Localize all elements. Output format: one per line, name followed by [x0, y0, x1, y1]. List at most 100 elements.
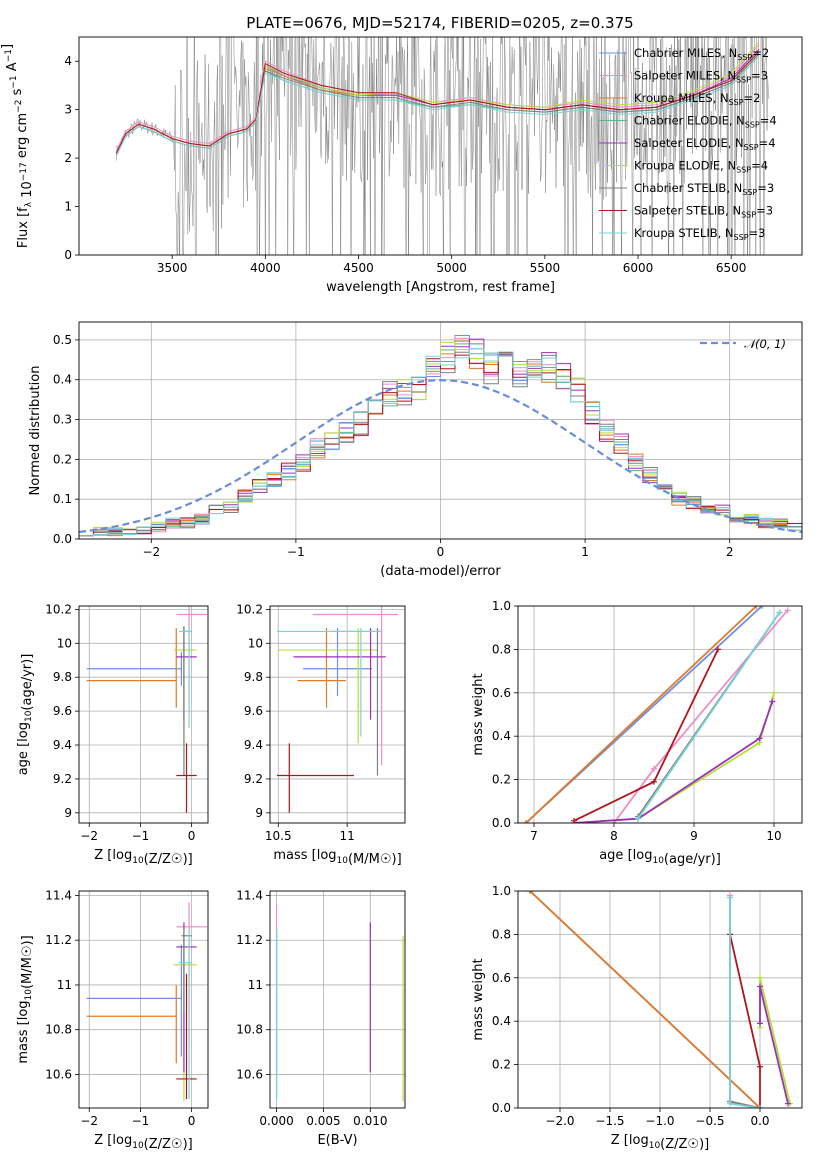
label-part: age [ [599, 848, 632, 863]
x-tick-label: 6500 [716, 261, 747, 275]
label-part: 10 [652, 856, 664, 866]
x-tick-label: 0 [188, 1114, 196, 1128]
legend-count: =3 [749, 226, 766, 240]
x-tick-label: −1.0 [645, 1114, 674, 1128]
y-tick-label: 9.2 [53, 772, 72, 786]
weight-marker-kroupa-miles [753, 606, 760, 609]
y-tick-label: 0.0 [53, 532, 72, 546]
y-tick-label: 10 [248, 636, 263, 650]
y-tick-label: 10.2 [45, 602, 72, 616]
plot-area-age_vs_Z [79, 606, 208, 823]
legend-sub: SSP [745, 121, 760, 130]
y-tick-label: 10.2 [236, 602, 263, 616]
y-axis-label: mass weight [471, 958, 486, 1040]
legend-entry: Salpeter ELODIE, NSSP=4 [634, 136, 776, 152]
weight-line-kroupa-miles [525, 606, 758, 823]
x-tick-label: 7 [530, 829, 538, 843]
x-tick-label: 10.5 [265, 829, 292, 843]
y-tick-label: 10.8 [236, 1023, 263, 1037]
y-axis-label: age [log10(age/yr)] [16, 654, 35, 776]
x-tick-label: −2 [142, 545, 160, 559]
x-tick-label: 0 [188, 829, 196, 843]
label-part: 10 [132, 856, 144, 866]
legend-sub: SSP [734, 233, 749, 242]
weight-marker-salpeter-elodie [757, 983, 763, 990]
label-part: 10 [24, 710, 34, 722]
y-tick-label: 10.6 [236, 1067, 263, 1081]
weight-line-kroupa-miles [529, 891, 761, 1108]
weight-marker-kroupa-elodie [771, 689, 777, 696]
y-tick-label: 0.6 [492, 971, 511, 985]
plot-area-residuals [79, 322, 802, 539]
label-part: log [317, 848, 337, 863]
weight-line-kroupa-elodie [759, 977, 791, 1104]
label-part: (Z/Z☉)] [144, 1137, 193, 1152]
weight-marker-salpeter-stelib [715, 646, 721, 653]
model-line-kroupa-stelib [115, 56, 760, 156]
label-part: mass weight [471, 958, 486, 1040]
legend-count: =3 [751, 69, 768, 83]
weight-marker-kroupa-stelib [727, 894, 733, 901]
y-tick-label: 11 [248, 978, 263, 992]
x-axis-label: (data-model)/error [380, 564, 501, 579]
weight-marker-kroupa-stelib [776, 609, 783, 616]
x-tick-label: −1.5 [595, 1114, 624, 1128]
y-tick-label: 11.4 [45, 888, 72, 902]
x-tick-label: 0.010 [353, 1114, 387, 1128]
legend-sub: SSP [742, 188, 757, 197]
plot-area-mass_weight_vs_Z [518, 891, 802, 1108]
y-tick-label: 9.6 [244, 704, 263, 718]
x-tick-label: −1 [132, 1114, 150, 1128]
grid-mass_weight_vs_age [518, 606, 802, 823]
label-part: s [10, 88, 25, 99]
plot-area-mass_vs_ebv [270, 891, 405, 1108]
axes-frame [269, 890, 406, 1109]
weight-marker-chabrier-miles [759, 606, 765, 609]
weight-line-kroupa-elodie [573, 692, 775, 823]
y-tick-label: 9 [64, 806, 72, 820]
legend: Chabrier MILES, NSSP=2 Salpeter MILES, NS… [599, 46, 777, 242]
model-line-salpeter-stelib [115, 51, 760, 154]
plot-area-age_vs_mass [270, 606, 405, 823]
label-part: mass [ [16, 1020, 31, 1063]
label-part: (M/M☉)] [20, 935, 35, 989]
y-tick-label: 11 [57, 978, 72, 992]
label-part: mass weight [471, 673, 486, 755]
x-tick-label: −0.5 [695, 1114, 724, 1128]
y-tick-label: 0 [64, 248, 72, 262]
weight-line-salpeter-elodie [759, 986, 789, 1104]
label-part: log [16, 1000, 31, 1020]
label-part: mass [ [273, 848, 316, 863]
data-spectrum-line [116, 37, 769, 255]
weight-marker-salpeter-stelib [651, 778, 657, 785]
label-part: Z [ [94, 848, 112, 863]
y-tick-label: 0.8 [492, 642, 511, 656]
axes-frame [78, 36, 803, 256]
label-part: Z [ [94, 1133, 112, 1148]
y-tick-label: 0.3 [53, 413, 72, 427]
label-part: 10 [337, 856, 349, 866]
x-axis-label: mass [log10(M/M☉)] [273, 848, 401, 867]
weight-marker-kroupa-elodie [757, 974, 763, 981]
legend-entry: Kroupa STELIB, NSSP=3 [634, 226, 765, 242]
label-part: log [112, 1133, 132, 1148]
weight-marker-kroupa-stelib [635, 815, 641, 822]
label-part: log [633, 848, 653, 863]
y-tick-label: 0.2 [492, 773, 511, 787]
y-axis-label: Flux [fλ 10−17 erg cm−2 s−1 A−1] [0, 44, 35, 248]
y-tick-label: 9.4 [53, 738, 72, 752]
y-tick-label: 1 [64, 200, 72, 214]
label-part: A [5, 62, 20, 75]
x-tick-label: −2.0 [545, 1114, 574, 1128]
panel-residuals: −2 −1 0 1 2 0.0 0.1 0.2 0.3 0.4 0.5 (data-model)/er… [28, 321, 803, 579]
legend-sub: SSP [736, 166, 751, 175]
weight-line-salpeter-elodie [573, 701, 774, 823]
y-tick-label: 1.0 [492, 599, 511, 613]
legend-count: =2 [752, 46, 769, 60]
x-tick-label: −2 [80, 1114, 98, 1128]
x-tick-label: 5000 [436, 261, 467, 275]
axes-frame [517, 605, 803, 824]
legend-count: =3 [756, 204, 773, 218]
